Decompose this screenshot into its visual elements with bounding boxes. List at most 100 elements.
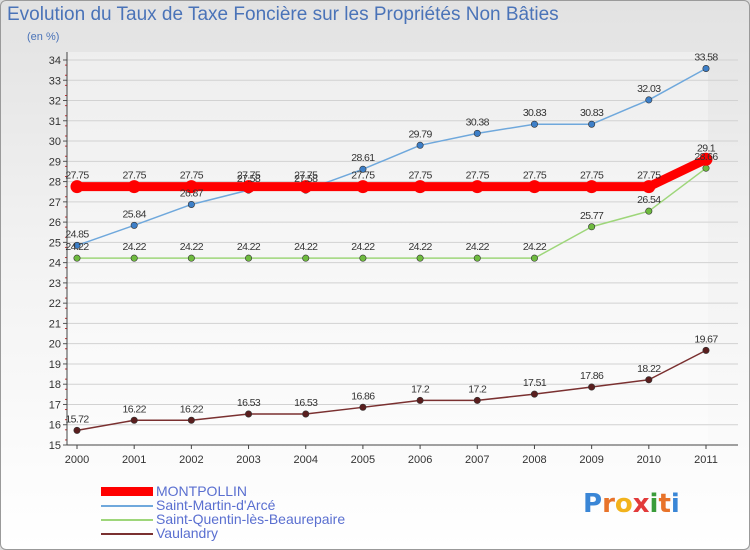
series-3-point	[187, 416, 195, 424]
y-tick-label: 17	[49, 399, 61, 411]
series-2-data-label: 24.22	[351, 241, 375, 253]
series-2-data-label: 24.22	[466, 241, 490, 253]
series-0-data-label: 27.75	[180, 170, 204, 182]
series-3-data-label: 17.86	[580, 370, 604, 382]
legend-swatch	[101, 487, 153, 496]
y-tick-label: 15	[49, 440, 61, 452]
series-2-point	[302, 254, 310, 262]
series-0-point	[127, 180, 141, 194]
series-2-point	[416, 254, 424, 262]
series-3-point	[130, 416, 138, 424]
y-tick-label: 27	[49, 197, 61, 209]
y-tick-label: 32	[49, 96, 61, 108]
series-1-data-label: 32.03	[637, 83, 661, 95]
series-1-point	[473, 129, 481, 137]
series-3-data-label: 16.22	[123, 403, 147, 415]
series-0-point	[356, 180, 370, 194]
series-2-point	[588, 223, 596, 231]
y-tick-label: 21	[49, 318, 61, 330]
logo-letter: t	[658, 489, 671, 519]
x-tick-label: 2004	[293, 454, 317, 466]
y-tick-label: 26	[49, 217, 61, 229]
series-0-line	[72, 154, 711, 192]
series-3-data-label: 15.72	[65, 413, 89, 425]
series-1-point	[130, 221, 138, 229]
series-0-point	[585, 180, 599, 194]
series-0-point	[699, 152, 713, 166]
plot-area	[67, 52, 708, 445]
legend-swatch	[101, 505, 153, 507]
series-0-point	[242, 180, 256, 194]
series-2-data-label: 24.22	[123, 241, 147, 253]
series-0-data-label: 27.75	[294, 170, 318, 182]
y-tick-label: 29	[49, 156, 61, 168]
legend-swatch	[101, 533, 153, 535]
x-tick-label: 2006	[408, 454, 432, 466]
y-tick-label: 25	[49, 237, 61, 249]
series-2-data-label: 28.66	[694, 151, 718, 163]
y-tick-label: 23	[49, 278, 61, 290]
series-3-point	[530, 390, 538, 398]
series-1-point	[530, 120, 538, 128]
x-tick-label: 2009	[579, 454, 603, 466]
series-3-point	[702, 346, 710, 354]
series-2-data-label: 24.22	[65, 241, 89, 253]
y-tick-label: 28	[49, 177, 61, 189]
series-1-point	[73, 241, 81, 249]
series-2-point	[645, 207, 653, 215]
legend-label: Vaulandry	[156, 525, 219, 541]
series-2-point	[73, 254, 81, 262]
series-1-line	[76, 67, 707, 247]
series-3-point	[588, 383, 596, 391]
series-0-data-label: 29.1	[697, 142, 716, 154]
series-1-data-label: 27.58	[237, 173, 261, 185]
series-3-point	[645, 376, 653, 384]
x-tick-label: 2001	[122, 454, 146, 466]
series-2-data-label: 24.22	[408, 241, 432, 253]
series-1-data-label: 30.83	[523, 107, 547, 119]
legend-label: Saint-Quentin-lès-Beaurepaire	[156, 511, 346, 527]
y-tick-label: 33	[49, 75, 61, 87]
series-1-data-label: 29.79	[408, 128, 432, 140]
y-tick-label: 31	[49, 116, 61, 128]
series-3-data-label: 16.86	[351, 390, 375, 402]
series-3-data-label: 16.53	[294, 397, 318, 409]
series-0-point	[299, 180, 313, 194]
series-0-data-label: 27.75	[466, 170, 490, 182]
logo-letter: x	[632, 489, 650, 519]
series-1-point	[359, 165, 367, 173]
series-0-point	[642, 180, 656, 194]
x-tick-label: 2002	[179, 454, 203, 466]
series-0-point	[70, 180, 84, 194]
legend-label: MONTPOLLIN	[156, 483, 248, 499]
series-3-point	[73, 426, 81, 434]
y-tick-label: 22	[49, 298, 61, 310]
logo-letter: o	[614, 489, 633, 519]
series-0-data-label: 27.75	[351, 170, 375, 182]
logo-letter: P	[583, 489, 603, 519]
series-2-point	[702, 164, 710, 172]
series-2-data-label: 25.77	[580, 210, 604, 222]
series-0-data-label: 27.75	[65, 170, 89, 182]
logo-letter: i	[649, 489, 659, 519]
series-1-point	[702, 65, 710, 73]
series-1-data-label: 30.38	[466, 116, 490, 128]
series-3-point	[473, 396, 481, 404]
series-2-data-label: 24.22	[294, 241, 318, 253]
series-2-data-label: 24.22	[523, 241, 547, 253]
logo-letter: i	[670, 489, 680, 519]
x-tick-label: 2007	[465, 454, 489, 466]
series-0-data-label: 27.75	[123, 170, 147, 182]
series-3-point	[416, 396, 424, 404]
series-2-point	[245, 254, 253, 262]
series-0-point	[413, 180, 427, 194]
series-1-data-label: 26.87	[180, 187, 204, 199]
series-1-point	[588, 120, 596, 128]
series-1-data-label: 25.84	[123, 208, 147, 220]
series-1-point	[187, 200, 195, 208]
logo-letter: r	[602, 489, 615, 519]
y-tick-label: 20	[49, 339, 61, 351]
x-tick-label: 2008	[522, 454, 546, 466]
